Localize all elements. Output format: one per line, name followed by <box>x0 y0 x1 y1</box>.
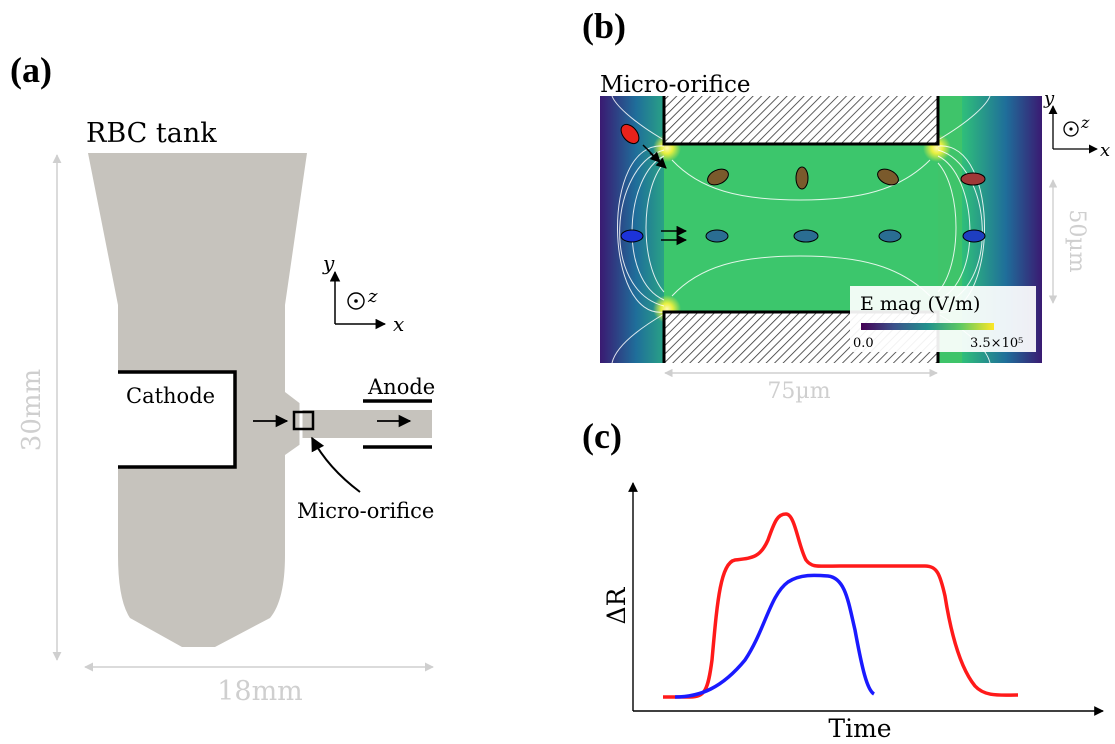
rbc-tank-label: RBC tank <box>86 118 217 149</box>
rbc-cell <box>878 229 902 243</box>
width-label-b: 75µm <box>767 379 830 404</box>
blue-curve <box>674 573 876 699</box>
axis-triad-b: y z x <box>1043 88 1110 161</box>
orifice-wall-top <box>664 96 938 144</box>
red-blood-cells <box>620 123 986 243</box>
rbc-tank-shape <box>88 153 432 647</box>
panel-b: (b) <box>582 6 1110 404</box>
rbc-cell <box>620 123 640 145</box>
axis-z-label-a: z <box>367 286 378 307</box>
cathode-electrode <box>118 370 237 469</box>
red-curve <box>663 512 1019 699</box>
axis-z-symbol-a <box>347 292 365 310</box>
rbc-cell <box>620 229 644 243</box>
colorbar-min-label: 0.0 <box>853 336 874 351</box>
rbc-cell <box>707 168 729 186</box>
rbc-cell <box>877 168 899 186</box>
colorbar-box <box>850 286 1036 352</box>
cathode-label: Cathode <box>126 384 215 408</box>
height-label-b: 50µm <box>1064 209 1089 272</box>
rbc-cell <box>705 229 729 243</box>
y-axis-label: ΔR <box>602 586 631 624</box>
axis-x-label-a: x <box>393 312 404 336</box>
colorbar-max-label: 3.5×10⁵ <box>970 336 1023 351</box>
panel-c-tag: (c) <box>582 416 622 456</box>
colorbar-gradient <box>861 323 994 330</box>
micro-orifice-label-a: Micro-orifice <box>297 499 434 523</box>
panel-c: (c) ΔR Time <box>582 416 1104 743</box>
panel-a: (a) RBC tank Cathode Anode Micro-orifice… <box>10 50 435 707</box>
axis-x-label-b: x <box>1100 140 1110 161</box>
orifice-pointer-arrow <box>311 436 361 493</box>
colorbar-title: E mag (V/m) <box>860 293 980 315</box>
orifice-box <box>292 410 315 431</box>
axis-z-label-b: z <box>1080 113 1090 132</box>
rbc-cell <box>793 229 819 243</box>
x-axis-label: Time <box>828 714 891 743</box>
height-label-a: 30mm <box>17 369 47 451</box>
axis-z-symbol-b <box>1063 121 1079 137</box>
micro-orifice-label-b: Micro-orifice <box>600 72 750 98</box>
axis-triad-a: y z x <box>322 251 404 336</box>
rbc-cell <box>962 229 986 243</box>
axis-y-label-b: y <box>1043 88 1055 109</box>
width-label-a: 18mm <box>217 676 303 707</box>
cell-arrow <box>649 152 667 169</box>
anode-label: Anode <box>367 375 435 399</box>
axis-y-label-a: y <box>322 251 335 275</box>
panel-b-tag: (b) <box>582 6 626 46</box>
panel-a-tag: (a) <box>10 50 52 90</box>
rbc-cell <box>960 172 986 186</box>
rbc-cell <box>795 166 809 190</box>
